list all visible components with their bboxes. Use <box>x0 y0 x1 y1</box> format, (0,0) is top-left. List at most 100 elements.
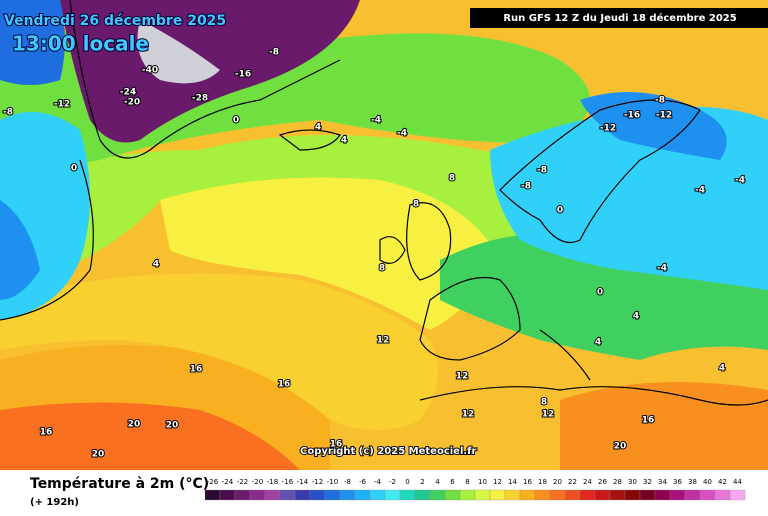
zone <box>0 0 65 85</box>
forecast-time: 13:00 locale <box>12 32 149 56</box>
scale-label: 26 <box>598 478 607 486</box>
scale-label: 8 <box>465 478 469 486</box>
isotherm-label: -4 <box>657 264 667 274</box>
isotherm-label: 0 <box>71 164 77 174</box>
scale-cell <box>474 489 491 501</box>
scale-label: 38 <box>688 478 697 486</box>
legend-title: Température à 2m (°C) <box>30 476 209 492</box>
scale-cell <box>369 489 386 501</box>
isotherm-label: -40 <box>142 66 158 76</box>
isotherm-label: -24 <box>120 88 136 98</box>
scale-label: -22 <box>237 478 248 486</box>
scale-cell <box>264 489 281 501</box>
coastline <box>278 129 341 151</box>
isotherm-label: 8 <box>413 200 419 210</box>
scale-cell <box>384 489 401 501</box>
scale-label: 14 <box>508 478 517 486</box>
zone <box>560 382 768 470</box>
coastline <box>69 0 341 159</box>
isotherm-label: -4 <box>397 129 407 139</box>
coastline <box>419 276 521 361</box>
scale-label: 18 <box>538 478 547 486</box>
isotherm-label: 4 <box>719 364 725 374</box>
scale-label: 2 <box>420 478 424 486</box>
scale-label: -14 <box>297 478 309 486</box>
legend-lead: (+ 192h) <box>30 497 79 508</box>
isotherm-label: 12 <box>542 410 555 420</box>
isotherm-label: -16 <box>624 111 640 121</box>
coastline <box>406 202 452 281</box>
scale-cell <box>534 489 551 501</box>
scale-cell <box>624 489 641 501</box>
scale-cell <box>234 489 251 501</box>
coastline <box>539 329 591 381</box>
scale-cell <box>639 489 656 501</box>
scale-label: 28 <box>613 478 622 486</box>
isotherm-label: -8 <box>537 166 547 176</box>
isotherm-label: -8 <box>655 96 665 106</box>
scale-cell <box>429 489 446 501</box>
scale-label: 0 <box>405 478 409 486</box>
scale-cell <box>294 489 311 501</box>
scale-label: 22 <box>568 478 577 486</box>
scale-label: -26 <box>207 478 219 486</box>
scale-label: 36 <box>673 478 682 486</box>
scale-cell <box>354 489 371 501</box>
isotherm-label: 16 <box>642 416 655 426</box>
scale-label: 12 <box>493 478 502 486</box>
scale-label: -20 <box>252 478 263 486</box>
scale-cell <box>714 489 731 501</box>
zone <box>0 402 300 470</box>
scale-label: 10 <box>478 478 487 486</box>
scale-label: 24 <box>583 478 592 486</box>
zone <box>160 177 500 330</box>
scale-label: -24 <box>222 478 234 486</box>
isotherm-label: 4 <box>315 123 321 133</box>
isotherm-label: 4 <box>595 338 601 348</box>
scale-cell <box>684 489 701 501</box>
isotherm-label: -4 <box>371 116 381 126</box>
isotherm-label: -4 <box>735 176 745 186</box>
coastline <box>379 236 406 264</box>
coastline <box>419 386 768 406</box>
isotherm-label: -20 <box>124 98 140 108</box>
scale-label: 34 <box>658 478 667 486</box>
zone <box>137 20 220 84</box>
zone <box>580 92 727 160</box>
isotherm-label: -12 <box>54 100 70 110</box>
scale-label: -2 <box>389 478 396 486</box>
run-info: Run GFS 12 Z du Jeudi 18 décembre 2025 <box>503 12 736 24</box>
scale-label: -18 <box>267 478 278 486</box>
scale-cell <box>459 489 476 501</box>
isotherm-label: -8 <box>269 48 279 58</box>
color-scale: -26 -24 -22 -20 -18 -16 -14 -12 -10 -8 -6 -4 -2 0 2 4 6 8… <box>204 478 746 501</box>
scale-cell <box>504 489 521 501</box>
scale-cell <box>549 489 566 501</box>
scale-cell <box>609 489 626 501</box>
isotherm-label: 4 <box>341 136 347 146</box>
scale-label: 42 <box>718 478 727 486</box>
isotherm-label: 12 <box>456 372 469 382</box>
scale-label: 16 <box>523 478 532 486</box>
isotherm-label: -8 <box>521 182 531 192</box>
isotherm-label: 20 <box>128 420 141 430</box>
isotherm-label: 12 <box>377 336 390 346</box>
scale-cell <box>564 489 581 501</box>
isotherm-label: 16 <box>40 428 53 438</box>
scale-cell <box>579 489 596 501</box>
scale-cell <box>204 489 221 501</box>
isotherm-label: -12 <box>600 124 616 134</box>
scale-label: 6 <box>450 478 455 486</box>
scale-cell <box>219 489 236 501</box>
scale-label: -8 <box>344 478 351 486</box>
scale-cell <box>489 489 506 501</box>
isotherm-label: 20 <box>166 421 179 431</box>
isotherm-label: 4 <box>153 260 159 270</box>
isotherm-label: 20 <box>92 450 105 460</box>
coastline <box>0 159 94 321</box>
scale-label: 32 <box>643 478 652 486</box>
scale-label: 44 <box>733 478 742 486</box>
isotherm-label: 20 <box>614 442 627 452</box>
isotherm-label: 0 <box>233 116 239 126</box>
